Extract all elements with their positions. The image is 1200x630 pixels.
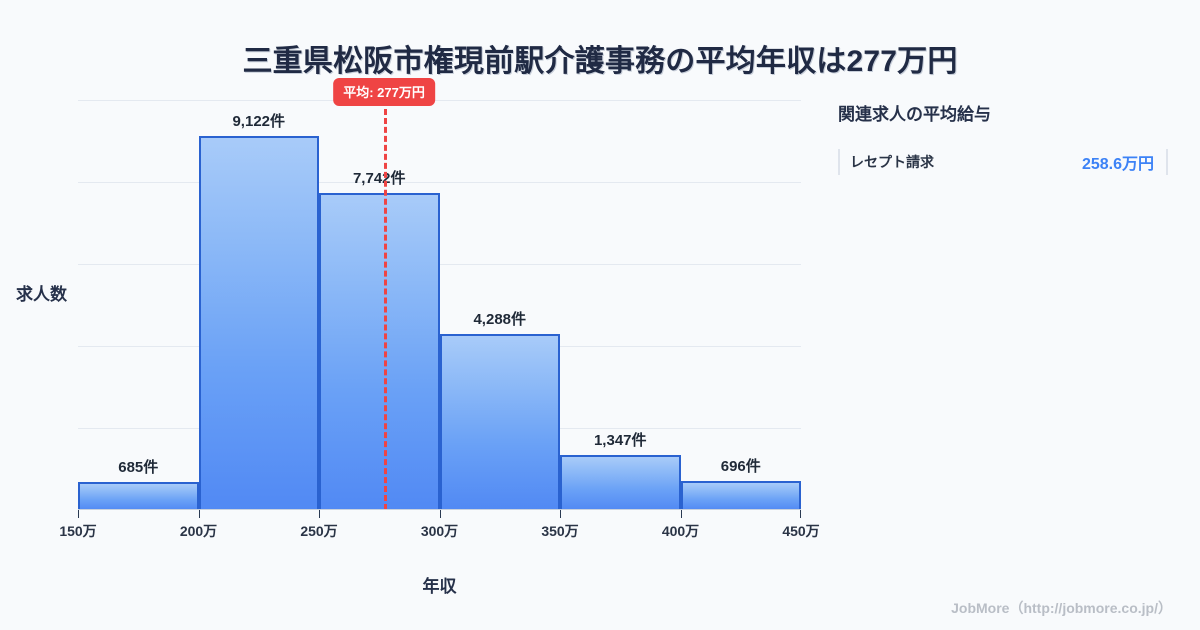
y-axis-title: 求人数: [16, 285, 67, 304]
bar-slot[interactable]: 9,122件: [198, 100, 319, 510]
x-axis-tickmark: [319, 510, 320, 518]
x-axis-tick-label: 350万: [541, 523, 579, 539]
x-axis-tick-label: 300万: [420, 523, 459, 539]
bar[interactable]: [198, 136, 319, 510]
related-salary-row-label: レセプト請求: [850, 154, 934, 170]
x-axis-tick-label: 200万: [179, 523, 218, 539]
gridline: [78, 264, 801, 265]
x-axis-tickmark: [198, 510, 200, 518]
x-axis-tickmark: [680, 510, 682, 518]
related-salary-panel: 関連求人の平均給与 レセプト請求 258.6万円: [838, 100, 1168, 175]
x-axis-tickmark: [78, 510, 79, 518]
bar-value-label: 696件: [720, 458, 761, 476]
bar-slot[interactable]: 1,347件: [560, 100, 681, 510]
x-axis-tick-label: 450万: [782, 523, 820, 539]
related-salary-rows: レセプト請求 258.6万円: [838, 149, 1168, 175]
bar[interactable]: [319, 192, 440, 510]
related-salary-row[interactable]: レセプト請求 258.6万円: [838, 149, 1168, 175]
bar-slot[interactable]: 7,742件: [319, 100, 440, 510]
bar[interactable]: [439, 334, 560, 510]
x-axis-tickmark: [800, 510, 801, 518]
x-axis-tickmark: [439, 510, 441, 518]
bar-series: 685件 9,122件 7,742件 4,288件 1,347件 696件: [78, 100, 801, 510]
x-axis-line: [78, 509, 801, 510]
bar-value-label: 9,122件: [232, 113, 286, 130]
bar-value-label: 7,742件: [352, 169, 406, 187]
bar[interactable]: [78, 481, 199, 510]
bar-slot[interactable]: 4,288件: [439, 100, 560, 510]
gridline: [78, 182, 801, 183]
bar[interactable]: [560, 454, 681, 510]
x-axis-tick-label: 250万: [300, 523, 338, 539]
x-axis-title: 年収: [422, 577, 457, 596]
bar-value-label: 4,288件: [473, 311, 527, 329]
plot-area: 685件 9,122件 7,742件 4,288件 1,347件 696件 平均: 277…: [78, 78, 801, 510]
x-axis-tickmarks: [78, 510, 801, 518]
x-axis-tick-labels: 150万 200万 250万 300万 350万 400万 450万: [59, 521, 819, 543]
average-line: [384, 100, 388, 510]
bar-slot[interactable]: 696件: [680, 100, 801, 510]
average-badge: 平均: 277万円: [333, 78, 435, 106]
footer-watermark: JobMore（http://jobmore.co.jp/）: [951, 600, 1172, 616]
x-axis-tickmark: [560, 510, 561, 518]
related-salary-row-value: 258.6万円: [1081, 156, 1154, 173]
page-title: 三重県松阪市権現前駅介護事務の平均年収は277万円: [242, 45, 958, 78]
x-axis-tick-label: 150万: [59, 523, 97, 539]
bar-value-label: 685件: [118, 458, 159, 476]
bar-value-label: 1,347件: [593, 431, 647, 449]
x-axis-tick-label: 400万: [661, 523, 700, 539]
related-salary-title: 関連求人の平均給与: [838, 105, 991, 124]
gridline: [78, 100, 801, 101]
bar-slot[interactable]: 685件: [78, 100, 199, 510]
bar[interactable]: [680, 481, 801, 510]
